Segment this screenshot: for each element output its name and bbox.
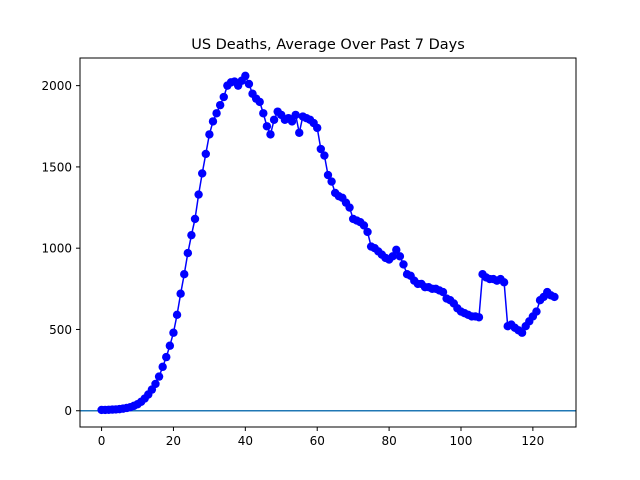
y-tick-label: 1500 bbox=[41, 160, 72, 174]
data-point bbox=[176, 289, 185, 298]
data-point bbox=[295, 128, 304, 137]
data-point bbox=[392, 245, 401, 255]
data-point bbox=[208, 117, 218, 126]
data-point bbox=[474, 313, 484, 322]
plot-area bbox=[80, 71, 576, 415]
data-point bbox=[151, 379, 160, 389]
data-point bbox=[190, 214, 200, 224]
data-point bbox=[262, 122, 272, 131]
data-point bbox=[327, 177, 336, 186]
data-point bbox=[363, 227, 372, 237]
data-point bbox=[438, 287, 448, 297]
data-point bbox=[180, 269, 189, 279]
x-tick-label: 100 bbox=[450, 434, 473, 448]
data-point bbox=[212, 109, 221, 118]
data-point bbox=[194, 190, 203, 199]
data-point bbox=[517, 328, 527, 337]
data-point bbox=[187, 230, 196, 240]
data-point bbox=[323, 170, 333, 180]
marker-layer bbox=[97, 71, 559, 415]
x-tick-label: 120 bbox=[521, 434, 544, 448]
data-point bbox=[532, 307, 541, 316]
data-point bbox=[320, 151, 329, 160]
y-tick-label: 500 bbox=[49, 323, 72, 337]
data-point bbox=[345, 203, 354, 212]
chart-title: US Deaths, Average Over Past 7 Days bbox=[191, 37, 465, 53]
data-point bbox=[244, 79, 254, 89]
y-tick-label: 2000 bbox=[41, 79, 72, 93]
y-tick-label: 0 bbox=[64, 404, 72, 418]
data-point bbox=[183, 248, 193, 258]
data-point bbox=[241, 71, 250, 81]
data-point bbox=[388, 252, 397, 261]
data-point bbox=[215, 100, 225, 110]
data-point bbox=[219, 92, 228, 102]
data-point bbox=[395, 252, 405, 261]
y-tick-label: 1000 bbox=[41, 242, 72, 256]
x-tick-label: 0 bbox=[98, 434, 106, 448]
x-tick-label: 80 bbox=[381, 434, 396, 448]
axes-frame bbox=[79, 57, 577, 428]
data-point bbox=[162, 352, 171, 362]
data-point bbox=[291, 110, 300, 120]
data-point bbox=[359, 221, 369, 230]
data-point bbox=[499, 278, 509, 287]
data-point bbox=[205, 130, 214, 139]
x-tick-label: 60 bbox=[310, 434, 325, 448]
data-point bbox=[316, 144, 326, 154]
data-point bbox=[259, 109, 268, 118]
x-tick-label: 40 bbox=[238, 434, 253, 448]
data-point bbox=[201, 149, 210, 159]
data-point bbox=[399, 260, 408, 269]
data-point bbox=[198, 169, 207, 178]
data-point bbox=[158, 362, 167, 372]
x-tick-label: 20 bbox=[166, 434, 181, 448]
x-axis: 0 20 40 60 80 100 120 bbox=[98, 427, 544, 448]
data-point bbox=[169, 328, 178, 337]
data-point bbox=[154, 372, 164, 381]
data-point bbox=[266, 130, 275, 139]
data-point bbox=[165, 341, 175, 350]
data-point bbox=[550, 292, 559, 302]
data-point bbox=[255, 97, 264, 107]
data-point bbox=[269, 115, 279, 124]
data-point bbox=[313, 123, 322, 133]
y-axis: 0 500 1000 1500 2000 bbox=[41, 79, 80, 418]
data-point bbox=[172, 310, 182, 320]
data-point bbox=[287, 117, 297, 126]
